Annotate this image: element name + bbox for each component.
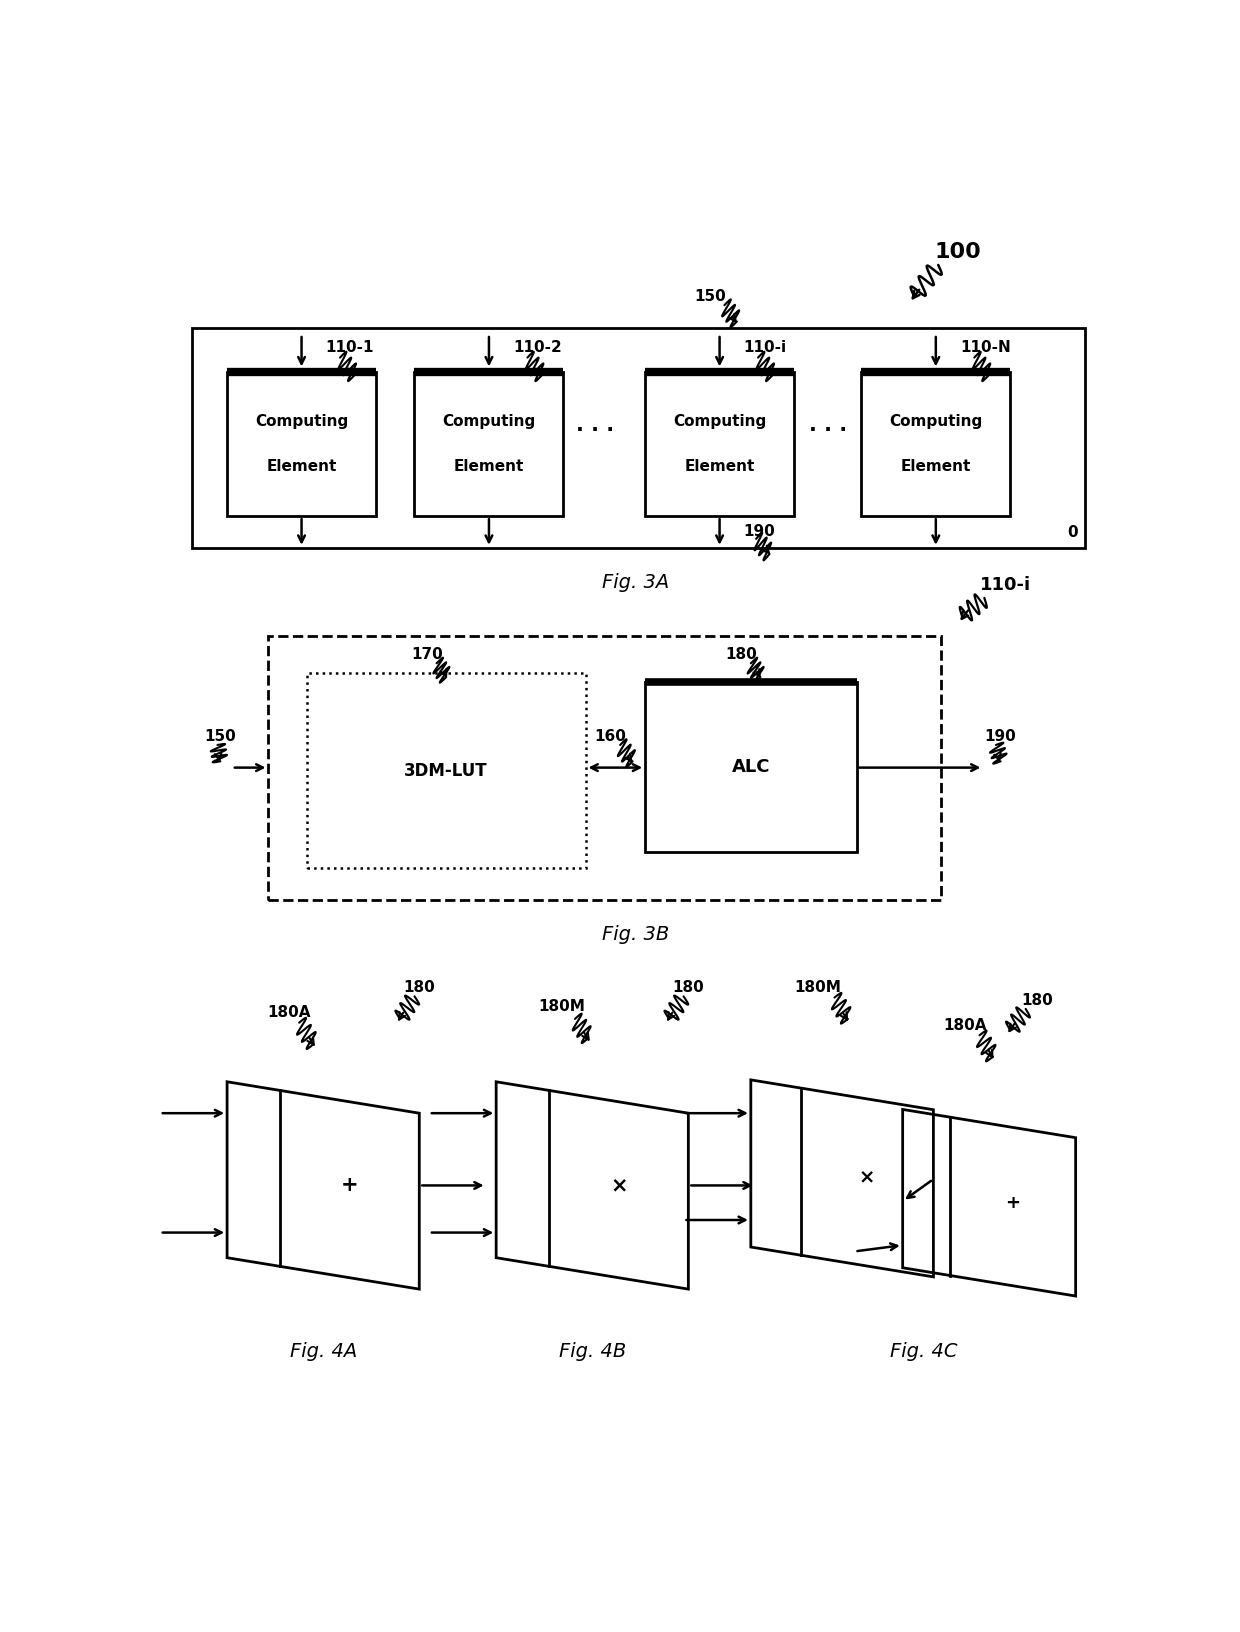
Text: 180A: 180A	[268, 1005, 311, 1020]
Text: 3DM-LUT: 3DM-LUT	[404, 762, 489, 780]
Text: 180M: 180M	[795, 981, 842, 996]
Text: +: +	[1006, 1193, 1021, 1211]
Text: . . .: . . .	[577, 415, 614, 436]
Text: 150: 150	[694, 289, 725, 304]
Text: Element: Element	[900, 459, 971, 475]
Text: 110-i: 110-i	[744, 339, 786, 356]
Text: Computing: Computing	[889, 415, 982, 429]
Text: Element: Element	[267, 459, 337, 475]
Bar	[414, 372, 563, 516]
Text: 180: 180	[725, 646, 758, 663]
Text: Fig. 3B: Fig. 3B	[601, 925, 670, 945]
Text: ALC: ALC	[732, 757, 770, 775]
Text: 190: 190	[985, 730, 1017, 744]
Text: 180: 180	[1022, 992, 1053, 1007]
Bar	[645, 372, 794, 516]
Text: 180: 180	[672, 981, 704, 996]
Text: +: +	[341, 1175, 358, 1196]
Text: 100: 100	[934, 243, 981, 263]
Text: Computing: Computing	[673, 415, 766, 429]
Text: Computing: Computing	[443, 415, 536, 429]
Text: Fig. 3A: Fig. 3A	[601, 573, 670, 592]
Text: 110-1: 110-1	[326, 339, 374, 356]
Text: ×: ×	[859, 1169, 875, 1188]
Bar	[306, 674, 585, 868]
Text: 190: 190	[744, 524, 775, 539]
Text: 110-i: 110-i	[980, 576, 1030, 594]
Text: 180M: 180M	[538, 999, 585, 1013]
Text: 150: 150	[205, 730, 237, 744]
Text: 180: 180	[403, 981, 435, 996]
Bar	[645, 682, 857, 852]
Text: Element: Element	[454, 459, 525, 475]
Text: Fig. 4C: Fig. 4C	[890, 1343, 957, 1361]
Text: Fig. 4B: Fig. 4B	[559, 1343, 626, 1361]
Bar	[268, 635, 941, 899]
Text: Computing: Computing	[255, 415, 348, 429]
Text: 170: 170	[412, 646, 443, 663]
Text: Element: Element	[684, 459, 755, 475]
Text: 110-N: 110-N	[960, 339, 1011, 356]
Text: 0: 0	[1068, 526, 1078, 540]
Text: 180A: 180A	[944, 1018, 987, 1033]
Text: Fig. 4A: Fig. 4A	[290, 1343, 357, 1361]
Bar	[227, 372, 376, 516]
Text: ×: ×	[610, 1175, 627, 1196]
Bar	[191, 328, 1085, 548]
Bar	[862, 372, 1011, 516]
Text: 110-2: 110-2	[513, 339, 562, 356]
Text: . . .: . . .	[808, 415, 847, 436]
Text: 160: 160	[594, 730, 626, 744]
